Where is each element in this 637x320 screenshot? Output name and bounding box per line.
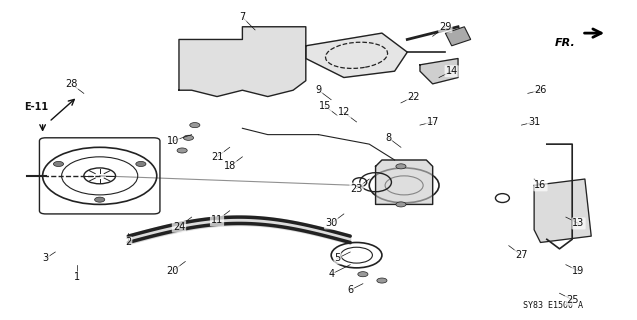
Text: 12: 12 [338, 108, 350, 117]
Text: 10: 10 [166, 136, 179, 146]
Circle shape [136, 161, 146, 166]
Text: 5: 5 [334, 253, 341, 263]
Text: 9: 9 [315, 85, 322, 95]
Text: 31: 31 [528, 117, 540, 127]
Text: 11: 11 [211, 215, 223, 225]
Circle shape [396, 202, 406, 207]
Circle shape [396, 164, 406, 169]
Text: 21: 21 [211, 152, 223, 162]
Text: 23: 23 [350, 184, 362, 194]
Text: FR.: FR. [555, 38, 575, 48]
Text: 14: 14 [445, 66, 458, 76]
Circle shape [377, 278, 387, 283]
Circle shape [358, 272, 368, 277]
Polygon shape [306, 33, 407, 77]
Text: 26: 26 [534, 85, 547, 95]
Circle shape [190, 123, 200, 128]
Text: 6: 6 [347, 285, 354, 295]
Text: 13: 13 [573, 219, 585, 228]
Polygon shape [376, 160, 433, 204]
Text: 24: 24 [173, 222, 185, 232]
Text: 19: 19 [573, 266, 585, 276]
Text: 25: 25 [566, 295, 578, 305]
Text: 7: 7 [240, 12, 245, 22]
Text: 2: 2 [125, 237, 131, 247]
Text: 1: 1 [75, 272, 80, 282]
Text: 22: 22 [408, 92, 420, 101]
Polygon shape [420, 59, 458, 84]
Text: E-11: E-11 [24, 102, 48, 112]
Text: 3: 3 [43, 253, 49, 263]
Text: SY83 E1500 A: SY83 E1500 A [523, 301, 583, 310]
Text: 16: 16 [534, 180, 547, 190]
Text: 15: 15 [318, 101, 331, 111]
Text: 20: 20 [166, 266, 179, 276]
Circle shape [183, 135, 194, 140]
Text: 4: 4 [328, 269, 334, 279]
Circle shape [95, 197, 104, 202]
Text: 30: 30 [325, 219, 338, 228]
Text: 18: 18 [224, 161, 236, 171]
Circle shape [54, 161, 64, 166]
Text: 17: 17 [427, 117, 439, 127]
Text: 29: 29 [439, 22, 452, 32]
Text: 28: 28 [65, 79, 77, 89]
Text: 27: 27 [515, 250, 527, 260]
Polygon shape [534, 179, 591, 243]
Polygon shape [445, 27, 471, 46]
Polygon shape [179, 27, 306, 97]
Circle shape [177, 148, 187, 153]
Text: 8: 8 [385, 133, 391, 143]
